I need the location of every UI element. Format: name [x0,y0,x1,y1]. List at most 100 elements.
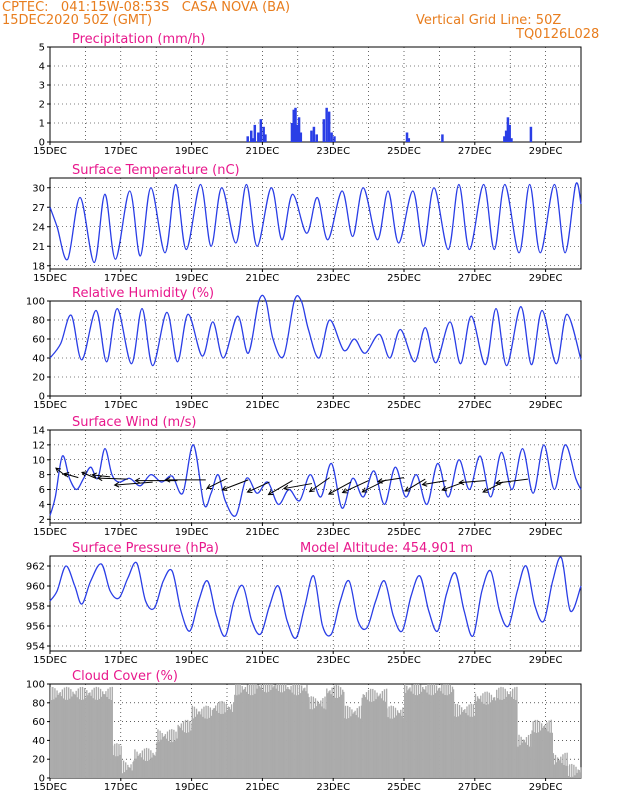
y-tick-label: 958 [26,602,45,613]
x-tick-label: 17DEC [104,655,138,666]
cloud-bar [506,691,509,778]
precip-bar [290,123,294,142]
cloud-bar [447,684,449,778]
cloud-bar [157,729,159,778]
cloud-bar [487,704,489,778]
wind-arrow-head [404,486,411,492]
precip-bar [246,136,249,142]
panel-title: Surface Pressure (hPa) [72,541,219,556]
wind-arrow [114,481,153,486]
cloud-bar [577,769,579,778]
cloud-bar [139,753,141,778]
x-tick-label: 23DEC [316,782,350,793]
y-tick-label: 0 [39,392,45,403]
cloud-bar [120,760,123,778]
cloud-bar [325,709,327,778]
cloud-bar [312,696,315,778]
cloud-bar [522,739,524,778]
cloud-bar [340,694,343,778]
cloud-bar [148,748,150,778]
cloud-bar [422,686,424,778]
cloud-bar [133,760,135,778]
cloud-bar [390,705,392,778]
cloud-bar [490,694,493,778]
cloud-bar [62,698,65,778]
cloud-bar [152,752,154,778]
cloud-bar [281,692,284,778]
wind-arrow-head [55,467,61,473]
cloud-bar [227,706,230,778]
cloud-bar [286,688,288,778]
y-tick-label: 962 [26,562,45,573]
cloud-bar [190,730,192,778]
cloud-bar [361,697,363,778]
cloud-bar [82,699,85,778]
cloud-bar [123,772,126,778]
wind-arrow [377,477,405,483]
cloud-bar [85,697,87,778]
cloud-bar [241,686,243,778]
cloud-bar [337,685,340,778]
wind-arrow-head [421,481,428,487]
wind-arrow [309,477,330,493]
cloud-bar [466,706,468,778]
cloud-bar [329,690,331,778]
x-tick-label: 25DEC [387,655,421,666]
cloud-bar [297,694,300,778]
cloud-bar [502,687,504,778]
cloud-bar [167,740,170,778]
cloud-bar [468,704,470,778]
cloud-bar [382,700,385,778]
wind-arrow-head [113,481,120,488]
y-tick-label: 20 [32,373,45,384]
cloud-bar [181,730,184,778]
precip-bar [264,134,267,142]
cloud-bar [367,689,370,778]
cloud-bar [538,721,541,778]
cloud-bar [386,708,388,778]
cloud-bar [370,688,372,778]
cloud-bar [100,696,103,778]
cloud-bar [275,688,277,778]
cloud-bar [460,707,463,778]
x-tick-label: 15DEC [33,400,67,411]
cloud-bar [404,684,406,778]
y-tick-label: 1 [39,119,45,130]
cloud-bar [106,696,108,778]
cloud-bar [500,686,502,778]
precip-bar [292,109,295,142]
x-tick-label: 19DEC [175,527,209,538]
cloud-bar [387,717,389,778]
cloud-bar [204,718,206,778]
cloud-bar [463,710,465,778]
y-tick-label: 8 [39,470,45,481]
cloud-bar [195,708,198,778]
cloud-bar [540,723,543,778]
cloud-bar [414,695,416,778]
wind-arrow-head [63,472,70,478]
cloud-bar [290,686,292,778]
cloud-bar [95,686,98,778]
x-tick-label: 15DEC [33,527,67,538]
cloud-bar [194,716,197,778]
cloud-bar [515,699,517,778]
cloud-bar [445,684,447,778]
cloud-bar [536,719,539,778]
x-tick-label: 21DEC [246,527,280,538]
wind-arrow-head [361,487,368,493]
cloud-bar [557,759,560,778]
cloud-bar [437,688,440,778]
cloud-bar [170,742,172,778]
panel-frame [49,46,582,143]
cloud-bar [175,731,177,778]
cloud-bar [533,732,535,778]
cloud-bar [528,746,531,778]
cloud-bar [145,747,148,778]
precip-bar [322,119,326,142]
cloud-bar [484,691,486,778]
cloud-bar [567,775,570,778]
cloud-bar [207,705,209,778]
cloud-bar [545,729,547,778]
cloud-bar [416,695,419,778]
cloud-bar [530,733,532,778]
